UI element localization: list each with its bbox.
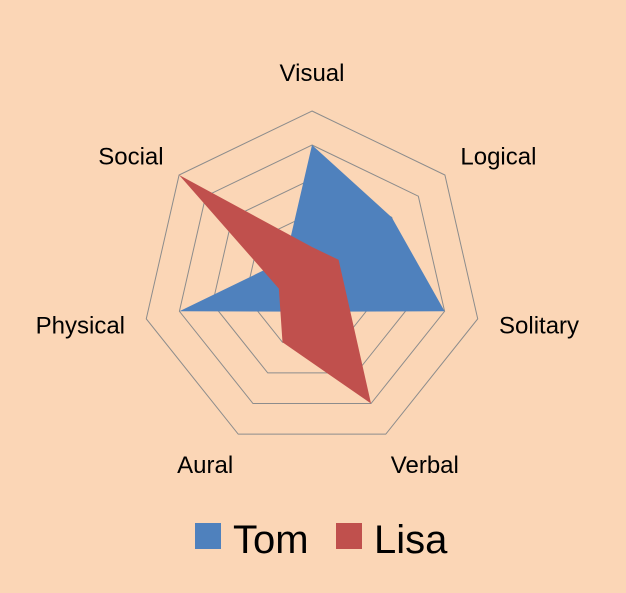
series-area-tom bbox=[179, 145, 445, 312]
legend-label-tom: Tom bbox=[233, 518, 309, 562]
legend-label-lisa: Lisa bbox=[374, 518, 448, 562]
axis-label-physical: Physical bbox=[36, 313, 125, 340]
axis-label-verbal: Verbal bbox=[391, 452, 459, 479]
radar-series bbox=[179, 145, 445, 404]
axis-labels: Visual Logical Solitary Verbal Aural Physical… bbox=[36, 60, 579, 479]
axis-label-visual: Visual bbox=[280, 60, 345, 87]
legend-swatch-lisa bbox=[336, 523, 362, 549]
legend-swatch-tom bbox=[195, 523, 221, 549]
axis-label-social: Social bbox=[98, 143, 163, 170]
axis-label-solitary: Solitary bbox=[499, 313, 579, 340]
axis-label-aural: Aural bbox=[177, 452, 233, 479]
grid-ring-4 bbox=[178, 144, 446, 405]
axis-label-logical: Logical bbox=[460, 143, 536, 170]
grid-ring-5 bbox=[145, 110, 479, 435]
legend: Tom Lisa bbox=[195, 518, 448, 562]
series-area-lisa bbox=[179, 175, 372, 404]
